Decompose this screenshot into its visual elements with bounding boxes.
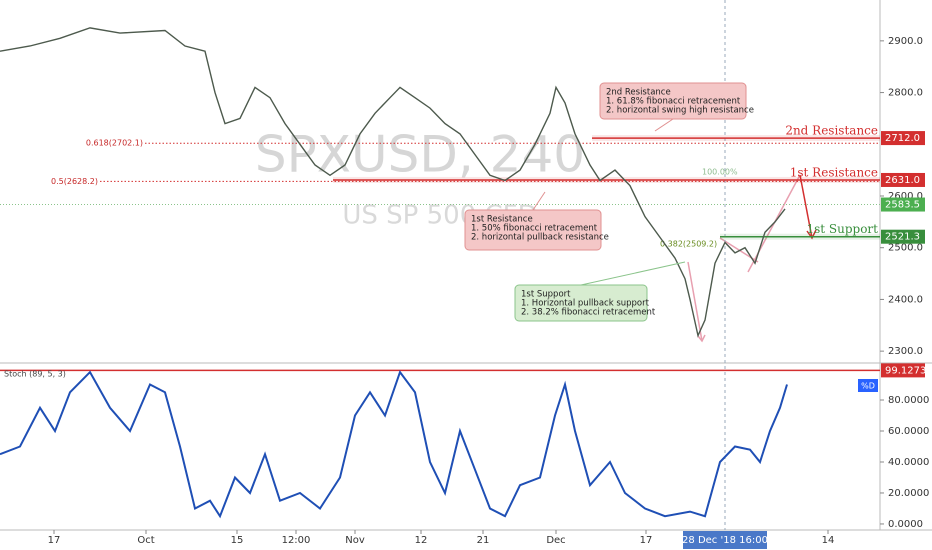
x-tick-label: Nov bbox=[345, 535, 365, 546]
y-tick-label: 20.0000 bbox=[888, 488, 929, 499]
callout-pointer bbox=[580, 261, 686, 286]
callout-pointer bbox=[654, 118, 674, 132]
y-tick-label: 2300.0 bbox=[888, 346, 923, 357]
fib-label: 0.618(2702.1) bbox=[86, 139, 143, 148]
y-tick-label: 60.0000 bbox=[888, 426, 929, 437]
callout-box bbox=[514, 284, 648, 322]
x-tick-label: Dec bbox=[546, 535, 565, 546]
stoch-level-tag-bg bbox=[881, 363, 925, 378]
callout-box bbox=[599, 82, 747, 120]
x-tick-label: 12:00 bbox=[282, 535, 311, 546]
y-tick-label: 2500.0 bbox=[888, 243, 923, 254]
x-tick-label: 12 bbox=[415, 535, 428, 546]
level-price-tag: 2712.0 bbox=[885, 133, 920, 144]
arrow bbox=[799, 174, 813, 239]
y-tick-label: 2400.0 bbox=[888, 294, 923, 305]
callout-line: 2. horizontal pullback resistance bbox=[471, 233, 609, 243]
x-tick-label: 17 bbox=[48, 535, 61, 546]
fib-label: 0.5(2628.2) bbox=[51, 177, 98, 186]
stoch-title: Stoch (89, 5, 3) bbox=[4, 370, 66, 379]
callout-line: 2. 38.2% fibonacci retracement bbox=[521, 308, 656, 318]
y-tick-label: 2600.0 bbox=[888, 191, 923, 202]
y-tick-label: 2800.0 bbox=[888, 88, 923, 99]
x-tick-label: 21 bbox=[477, 535, 490, 546]
x-tick-label: 14 bbox=[822, 535, 835, 546]
y-tick-label: 0.0000 bbox=[888, 519, 923, 530]
last-price-tag-bg bbox=[881, 197, 925, 212]
level-price-tag-bg bbox=[881, 229, 925, 244]
callout-pointer bbox=[532, 191, 546, 211]
price-line bbox=[0, 27, 786, 338]
x-tick-label: 15 bbox=[231, 535, 244, 546]
y-tick-label: 80.0000 bbox=[888, 395, 929, 406]
stoch-level-tag: 99.1273 bbox=[885, 365, 926, 376]
level-name: 1st Support bbox=[806, 222, 878, 236]
stoch-line bbox=[0, 369, 788, 519]
fib-note: 100.00% bbox=[702, 168, 738, 177]
watermark-title: SPXUSD, 240 bbox=[255, 126, 585, 184]
fib-note: 0.382(2509.2) bbox=[660, 240, 717, 249]
last-price-tag: 2583.5 bbox=[885, 200, 920, 211]
callout-line: 1. Horizontal pullback support bbox=[521, 299, 650, 309]
level-name: 2nd Resistance bbox=[785, 124, 878, 138]
legend-label: %D bbox=[861, 382, 875, 391]
level-name: 1st Resistance bbox=[790, 165, 878, 179]
callout-box bbox=[464, 209, 602, 251]
crosshair-label-bg bbox=[683, 531, 767, 549]
callout-title: 1st Resistance bbox=[471, 215, 533, 225]
callout-line: 1. 50% fibonacci retracement bbox=[471, 224, 598, 234]
arrow bbox=[687, 261, 703, 342]
level-price-tag: 2631.0 bbox=[885, 175, 920, 186]
callout-title: 2nd Resistance bbox=[606, 88, 671, 98]
y-tick-label: 40.0000 bbox=[888, 457, 929, 468]
arrow-head bbox=[806, 229, 817, 240]
callout-line: 1. 61.8% fibonacci retracement bbox=[606, 97, 741, 107]
legend-badge bbox=[858, 379, 878, 392]
x-tick-label: 17 bbox=[640, 535, 653, 546]
crosshair-label: 28 Dec '18 16:00 bbox=[682, 535, 768, 546]
callout-line: 2. horizontal swing high resistance bbox=[606, 106, 754, 116]
y-tick-label: 2900.0 bbox=[888, 36, 923, 47]
x-tick-label: Oct bbox=[137, 535, 154, 546]
level-price-tag-bg bbox=[881, 131, 925, 146]
level-price-tag-bg bbox=[881, 172, 925, 187]
arrow-head bbox=[697, 334, 706, 343]
level-price-tag: 2521.3 bbox=[885, 232, 920, 243]
callout-title: 1st Support bbox=[521, 290, 571, 300]
